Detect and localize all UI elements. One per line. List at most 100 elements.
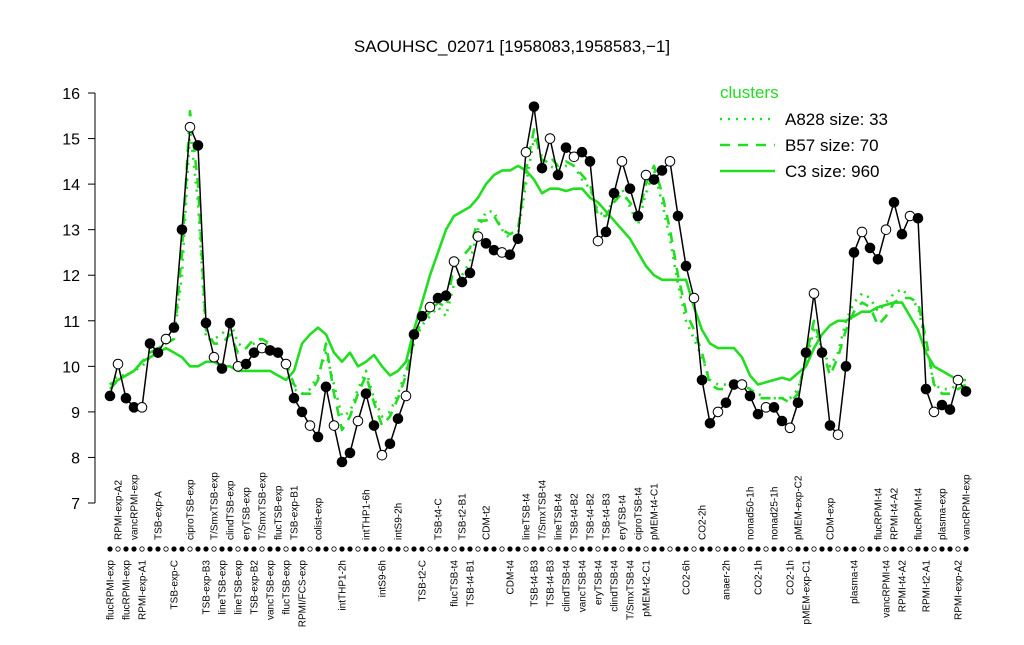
expression-point — [872, 253, 884, 265]
rug-dot — [187, 546, 193, 552]
x-tick-label: TSB-exp-B1 — [290, 485, 301, 540]
rug-dot — [315, 546, 321, 552]
expression-point — [400, 390, 412, 402]
x-tick-label: pMEM-exp-C2 — [794, 475, 805, 540]
rug-dot — [259, 546, 265, 552]
rug-dot — [515, 546, 521, 552]
expression-point — [784, 422, 796, 434]
expression-point — [944, 404, 956, 415]
x-tick-label: T/SmxTSB-t4 — [626, 560, 637, 620]
rug-dot — [835, 546, 841, 552]
y-tick-label: 8 — [71, 450, 80, 467]
x-tick-label: flucTSB-exp — [274, 485, 285, 540]
rug-dot — [963, 546, 969, 552]
expression-point — [120, 392, 132, 404]
x-tick-label: vancRPMI-exp — [962, 474, 973, 540]
rug-dot — [731, 546, 737, 552]
expression-point — [296, 406, 308, 418]
expression-point — [616, 156, 628, 167]
y-tick-label: 11 — [63, 314, 80, 331]
legend-label: A828 size: 33 — [785, 110, 888, 129]
rug-dot — [291, 546, 297, 552]
expression-point — [352, 415, 364, 427]
expression-point — [704, 417, 716, 429]
x-tick-label: T/SmxTSB-t4 — [538, 480, 549, 540]
rug-dot — [483, 546, 489, 552]
x-tick-label: intS9-6h — [378, 560, 389, 597]
expression-point — [960, 386, 972, 397]
expression-point — [240, 358, 252, 370]
rug-dot — [867, 546, 873, 552]
expression-point — [456, 276, 468, 288]
rug-dot — [163, 546, 169, 552]
x-tick-label: clindTSB-exp — [226, 480, 237, 540]
rug-dot — [811, 546, 817, 552]
x-tick-label: pMEM-exp-C1 — [802, 560, 813, 625]
x-tick-label: TSB-t4-B2 — [570, 493, 581, 540]
expression-point — [816, 347, 828, 358]
rug-dot — [139, 546, 145, 552]
x-tick-label: lineTSB-exp — [234, 560, 245, 615]
rug-dot — [419, 546, 425, 552]
expression-point — [152, 347, 164, 358]
expression-point — [624, 183, 636, 194]
rug-dot — [691, 546, 697, 552]
rug-dot — [939, 546, 945, 552]
rug-dot — [899, 546, 905, 552]
y-tick-label: 9 — [71, 405, 80, 422]
expression-point — [528, 101, 540, 112]
rug-dot — [635, 546, 641, 552]
rug-dot — [267, 546, 273, 552]
x-tick-label: TSB-exp-C — [170, 560, 181, 609]
rug-dot — [363, 546, 369, 552]
rug-dot — [251, 546, 257, 552]
expression-point — [472, 231, 484, 242]
rug-dot — [115, 546, 121, 552]
rug-dot — [171, 546, 177, 552]
rug-dot — [707, 546, 713, 552]
rug-dot — [787, 546, 793, 552]
x-tick-label: lineTSB-exp — [218, 560, 229, 615]
expression-point — [952, 374, 964, 386]
y-tick-label: 12 — [62, 268, 80, 285]
expression-point — [520, 146, 532, 158]
rug-dot — [331, 546, 337, 552]
rug-dot — [795, 546, 801, 552]
rug-dot — [339, 546, 345, 552]
rug-dot — [667, 546, 673, 552]
rug-dot — [739, 546, 745, 552]
y-tick-label: 13 — [62, 223, 80, 240]
x-tick-label: colist-exp — [314, 497, 325, 540]
expression-point — [600, 226, 612, 238]
expression-point — [184, 121, 196, 133]
x-tick-label: eryTSB-exp — [242, 487, 253, 540]
y-tick-label: 14 — [62, 177, 80, 194]
rug-dot — [779, 546, 785, 552]
rug-dot — [947, 546, 953, 552]
x-tick-label: RPMI-t4-A2 — [890, 487, 901, 540]
expression-point — [480, 238, 492, 249]
rug-dot — [123, 546, 129, 552]
rug-dot — [755, 546, 761, 552]
x-tick-label: flucRPMI-exp — [122, 560, 133, 620]
rug-dot — [307, 546, 313, 552]
rug-dot — [531, 546, 537, 552]
expression-point — [384, 438, 396, 450]
x-tick-label: TSB-t4-B3 — [546, 560, 557, 607]
rug-dot — [915, 546, 921, 552]
rug-dot — [627, 546, 633, 552]
rug-dot — [387, 546, 393, 552]
expression-point — [840, 361, 852, 372]
rug-dot — [107, 546, 113, 552]
rug-dot — [955, 546, 961, 552]
x-tick-label: RPMI-exp-A2 — [954, 560, 965, 620]
expression-point — [104, 390, 116, 402]
y-tick-label: 7 — [71, 496, 80, 513]
expression-point — [304, 420, 316, 431]
rug-dot — [595, 546, 601, 552]
rug-dot — [539, 546, 545, 552]
x-tick-label: vancRPMI-t4 — [882, 560, 893, 618]
expression-point — [360, 388, 372, 399]
rug-dot — [235, 546, 241, 552]
rug-dot — [435, 546, 441, 552]
